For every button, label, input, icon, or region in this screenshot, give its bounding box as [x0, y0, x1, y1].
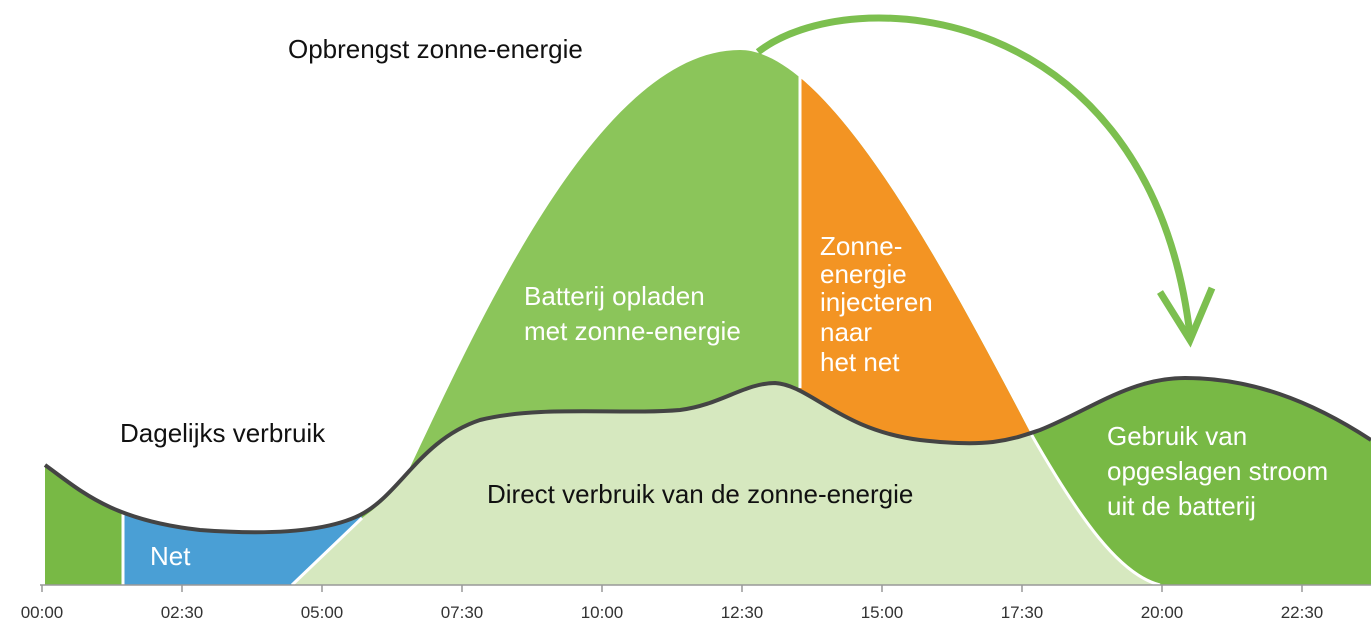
- consumption-label: Dagelijks verbruik: [120, 418, 326, 448]
- tick-label: 22:30: [1281, 603, 1324, 622]
- region-label: Gebruik van: [1107, 421, 1247, 451]
- region-label: naar: [820, 317, 872, 347]
- tick-label: 10:00: [581, 603, 624, 622]
- arrow-head: [1157, 286, 1216, 348]
- separator: [1028, 431, 1161, 587]
- title: Opbrengst zonne-energie: [288, 34, 583, 64]
- region-label: opgeslagen stroom: [1107, 456, 1328, 486]
- tick-label: 15:00: [861, 603, 904, 622]
- tick-label: 17:30: [1001, 603, 1044, 622]
- region-label: Zonne-: [820, 231, 902, 261]
- tick-label: 12:30: [721, 603, 764, 622]
- tick-label: 07:30: [441, 603, 484, 622]
- region-label: uit de batterij: [1107, 491, 1256, 521]
- consumption-line: [43, 375, 1371, 535]
- region-label: Direct verbruik van de zonne-energie: [487, 479, 913, 509]
- tick-label: 05:00: [301, 603, 344, 622]
- tick-label: 02:30: [161, 603, 204, 622]
- tick-label: 20:00: [1141, 603, 1184, 622]
- region-label: met zonne-energie: [524, 316, 741, 346]
- region-label: Net: [150, 541, 191, 571]
- region-label: energie: [820, 259, 907, 289]
- arrow: [755, 14, 1194, 336]
- region-label: Batterij opladen: [524, 281, 705, 311]
- direct-use-area: [292, 378, 1160, 585]
- region-label: injecteren: [820, 287, 933, 317]
- region-label: het net: [820, 347, 900, 377]
- separator: [290, 516, 364, 587]
- tick-label: 00:00: [21, 603, 64, 622]
- grid-area: [123, 378, 362, 585]
